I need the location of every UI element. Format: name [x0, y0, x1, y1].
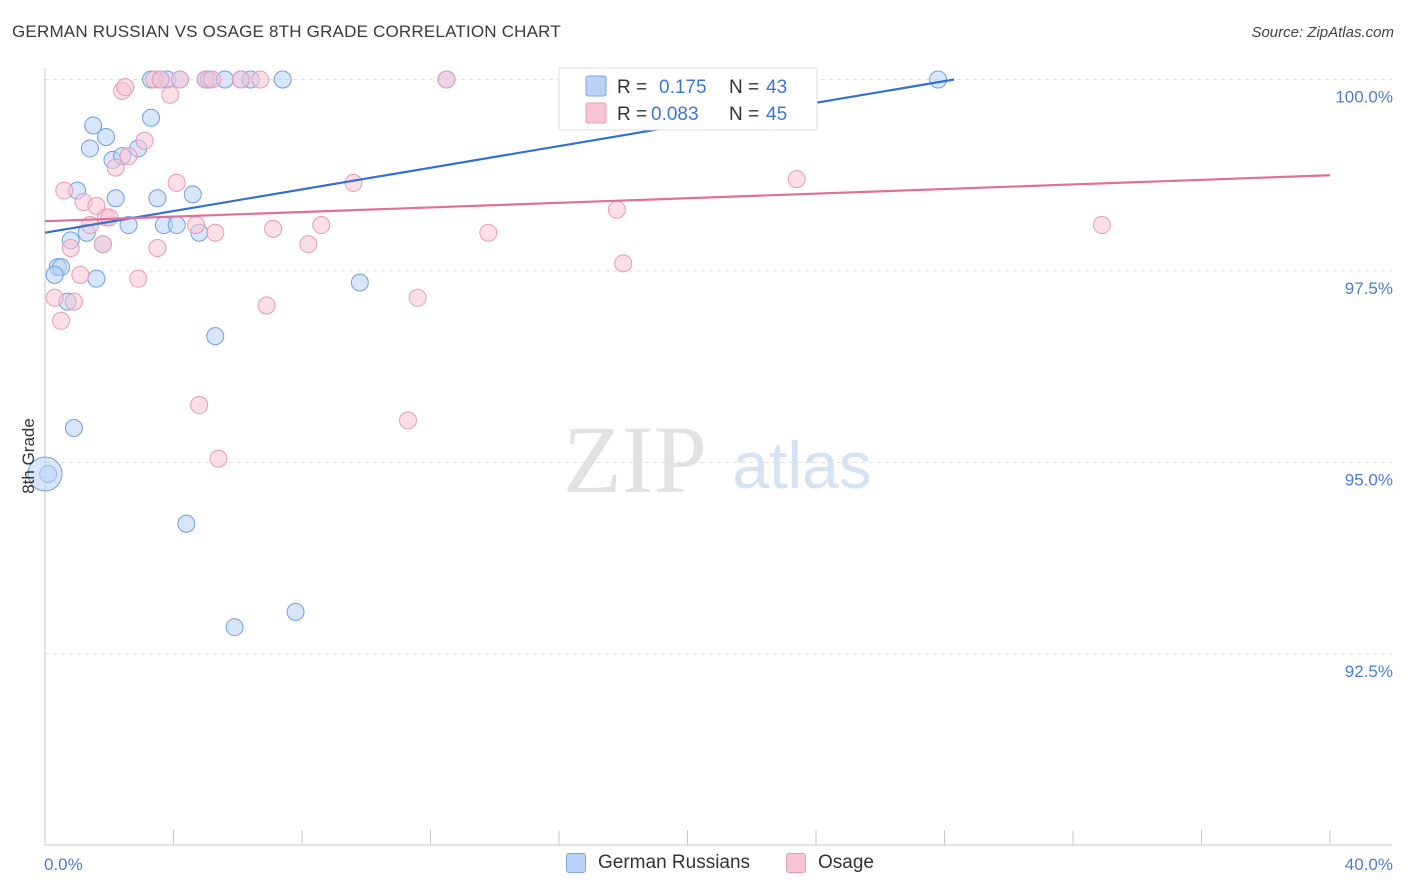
grid-lines	[45, 79, 1392, 655]
point-german-russians	[183, 185, 202, 204]
point-osage	[479, 223, 498, 242]
point-osage	[119, 147, 138, 166]
point-osage	[614, 254, 633, 273]
point-german-russians	[167, 216, 186, 235]
legend-swatch-pink	[585, 102, 607, 124]
point-osage	[151, 70, 170, 89]
legend-n-value-1: 43	[766, 77, 787, 98]
point-osage	[209, 449, 228, 468]
point-osage	[251, 70, 270, 89]
point-german-russians	[273, 70, 292, 89]
point-german-russians	[929, 70, 948, 89]
point-german-russians	[286, 602, 305, 621]
point-osage	[264, 219, 283, 238]
trend-line-german-russians	[44, 78, 955, 234]
point-german-russians	[119, 216, 138, 235]
legend-r-value-2: 0.083	[651, 104, 699, 125]
point-german-russians	[80, 139, 99, 158]
legend-swatch-osage	[786, 853, 806, 873]
legend-n-value-2: 45	[766, 104, 787, 125]
point-german-russians	[177, 514, 196, 533]
point-osage	[135, 131, 154, 150]
point-osage	[257, 296, 276, 315]
point-osage	[203, 70, 222, 89]
point-german-russians	[97, 127, 116, 146]
legend-item-osage: Osage	[786, 852, 874, 874]
x-tick-label: 0.0%	[44, 855, 83, 874]
legend-n-label-1: N =	[729, 77, 759, 98]
point-osage	[52, 311, 71, 330]
legend-r-label-1: R =	[617, 77, 647, 98]
point-osage	[129, 269, 148, 288]
watermark-zip: ZIP	[563, 406, 707, 513]
point-german-russians	[45, 265, 64, 284]
point-osage	[106, 158, 125, 177]
legend-swatch-blue	[585, 75, 607, 97]
point-osage	[161, 85, 180, 104]
point-osage	[170, 70, 189, 89]
legend-label-osage: Osage	[818, 852, 874, 873]
point-osage	[607, 200, 626, 219]
point-german-russians	[27, 456, 63, 492]
y-tick-label: 100.0%	[1335, 88, 1393, 107]
point-osage	[344, 173, 363, 192]
point-osage	[71, 265, 90, 284]
y-tick-label: 95.0%	[1345, 471, 1393, 490]
watermark-atlas: atlas	[732, 428, 871, 502]
point-german-russians	[350, 273, 369, 292]
point-german-russians	[142, 108, 161, 127]
point-osage	[206, 223, 225, 242]
point-osage	[61, 239, 80, 258]
point-german-russians	[225, 618, 244, 637]
legend-r-label-2: R =	[617, 104, 647, 125]
x-tick-label: 40.0%	[1345, 855, 1393, 874]
point-osage	[87, 196, 106, 215]
point-german-russians	[87, 269, 106, 288]
point-german-russians	[84, 116, 103, 135]
point-osage	[408, 288, 427, 307]
y-tick-label: 97.5%	[1345, 279, 1393, 298]
legend-item-german-russians: German Russians	[566, 852, 750, 874]
chart-title: GERMAN RUSSIAN VS OSAGE 8TH GRADE CORREL…	[12, 22, 561, 41]
point-german-russians	[64, 419, 83, 438]
point-osage	[55, 181, 74, 200]
point-osage	[437, 70, 456, 89]
point-german-russians	[106, 189, 125, 208]
point-osage	[1092, 216, 1111, 235]
point-osage	[167, 173, 186, 192]
legend-n-label-2: N =	[729, 104, 759, 125]
data-points	[27, 70, 1111, 637]
point-german-russians	[206, 327, 225, 346]
y-tick-label: 92.5%	[1345, 662, 1393, 681]
legend-swatch-german-russians	[566, 853, 586, 873]
point-osage	[45, 288, 64, 307]
point-osage	[399, 411, 418, 430]
point-osage	[787, 170, 806, 189]
y-axis-label: 8th Grade	[19, 418, 38, 494]
trend-line-osage	[44, 174, 1331, 223]
point-osage	[93, 235, 112, 254]
watermark: ZIP atlas	[563, 406, 872, 513]
legend-label-german-russians: German Russians	[598, 852, 751, 873]
point-osage	[312, 216, 331, 235]
source-label: Source: ZipAtlas.com	[1251, 24, 1394, 41]
tick-labels: 92.5% 95.0% 97.5% 100.0% 0.0% 40.0%	[44, 88, 1393, 875]
stats-legend: R = 0.175 N = 43 R = 0.083 N = 45	[558, 67, 818, 131]
point-osage	[116, 78, 135, 97]
point-german-russians	[148, 189, 167, 208]
point-osage	[64, 292, 83, 311]
point-osage	[186, 216, 205, 235]
point-osage	[148, 239, 167, 258]
legend-r-value-1: 0.175	[659, 77, 707, 98]
series-legend: German Russians Osage	[0, 852, 1406, 880]
axes	[44, 68, 1392, 846]
point-osage	[299, 235, 318, 254]
point-osage	[231, 70, 250, 89]
point-osage	[190, 396, 209, 415]
